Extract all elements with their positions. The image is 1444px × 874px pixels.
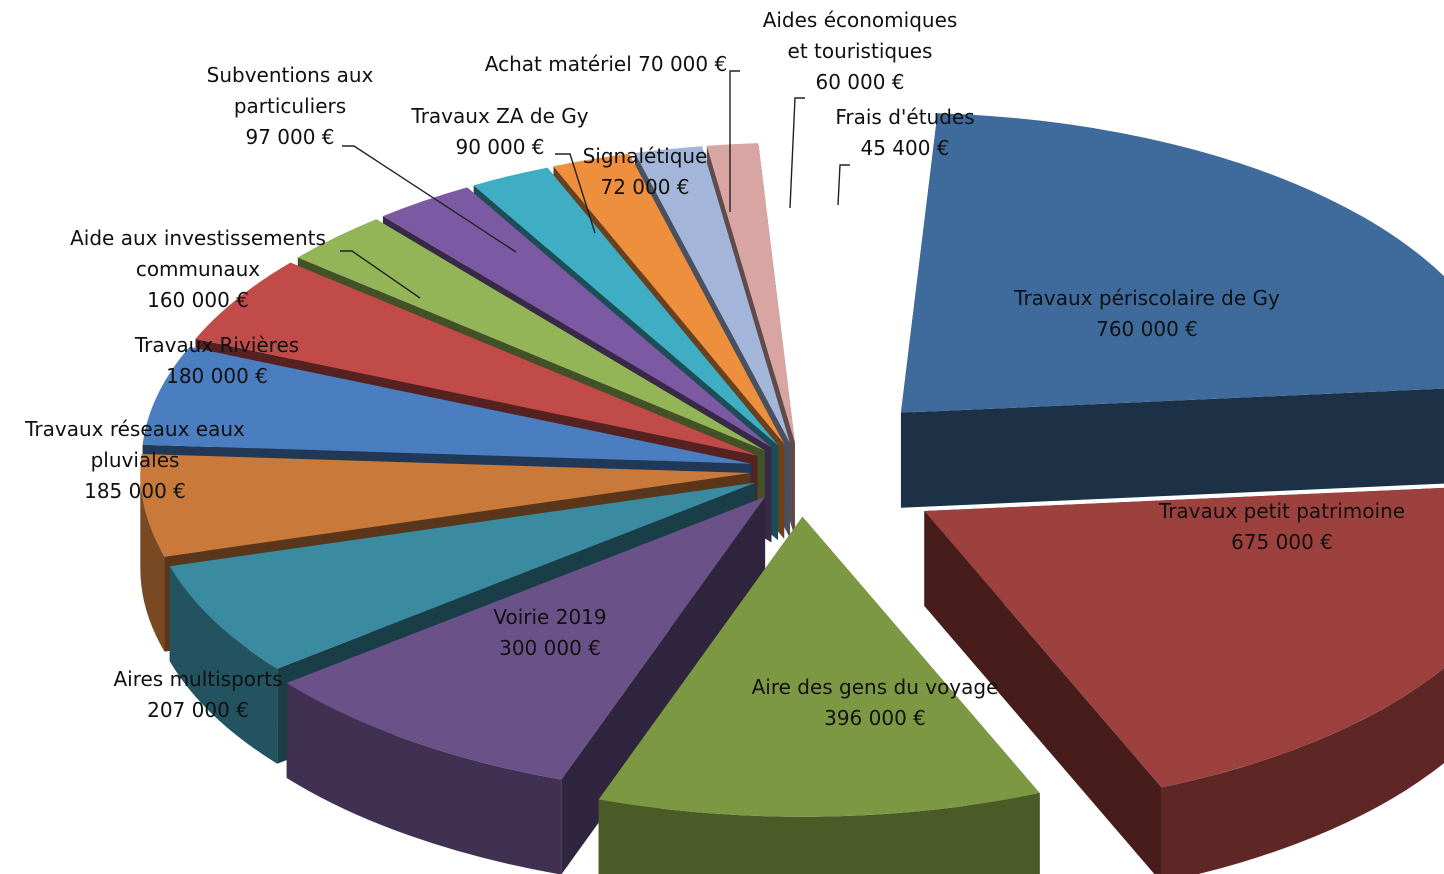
slice-label: Achat matériel 70 000 €	[485, 52, 727, 76]
slice-outer-4-0	[169, 566, 278, 764]
pie-slice	[553, 153, 785, 444]
slice-outer-5-0	[140, 473, 165, 652]
slice-label: Travaux périscolaire de Gy 760 000 €	[1013, 286, 1280, 341]
pie-slice	[634, 146, 791, 444]
slice-side-1-1	[924, 511, 1162, 874]
pie-slice	[286, 496, 766, 780]
pie-slice	[297, 219, 765, 451]
leader-line	[555, 153, 596, 234]
pie-slice	[598, 516, 1040, 817]
leader-line	[729, 70, 740, 212]
slice-outer-1-0	[1161, 668, 1444, 874]
leader-lines	[340, 70, 850, 299]
slice-outer-2-0	[598, 793, 1040, 874]
leader-line	[789, 97, 805, 209]
slice-label: Frais d'études 45 400 €	[835, 105, 974, 160]
pie-slice	[900, 113, 1444, 413]
slice-label: Voirie 2019 300 000 €	[493, 605, 606, 660]
slice-label: Travaux petit patrimoine 675 000 €	[1158, 499, 1405, 554]
slice-outer-3-0	[286, 682, 562, 874]
pie-slice	[195, 262, 758, 456]
pie-slice	[473, 167, 779, 446]
leader-line	[340, 250, 421, 299]
pie-slice	[140, 454, 751, 557]
slice-label: Aires multisports 207 000 €	[113, 667, 282, 722]
pie-slice	[382, 187, 772, 448]
slice-side-0-1	[900, 388, 1444, 508]
pie-slice	[142, 346, 752, 464]
pie-slice	[706, 143, 795, 443]
slice-label: Travaux réseaux eaux pluviales 185 000 €	[24, 417, 245, 503]
slice-label: Aide aux investissements communaux 160 000…	[70, 226, 326, 312]
slice-label: Travaux ZA de Gy 90 000 €	[410, 104, 588, 159]
slice-label: Travaux Rivières 180 000 €	[134, 333, 299, 388]
pie-slice	[169, 482, 756, 669]
pie-slice	[924, 487, 1444, 788]
slice-label: Aides économiques et touristiques 60 000 €	[763, 8, 958, 94]
leader-line	[342, 145, 517, 253]
slice-label: Signalétique 72 000 €	[583, 144, 708, 199]
slice-label: Aire des gens du voyage 396 000 €	[752, 675, 999, 730]
slice-labels: Travaux périscolaire de Gy 760 000 € Trava…	[24, 8, 1405, 730]
leader-line	[837, 164, 850, 206]
slice-tops	[140, 113, 1444, 817]
slice-label: Subventions aux particuliers 97 000 €	[207, 63, 374, 149]
